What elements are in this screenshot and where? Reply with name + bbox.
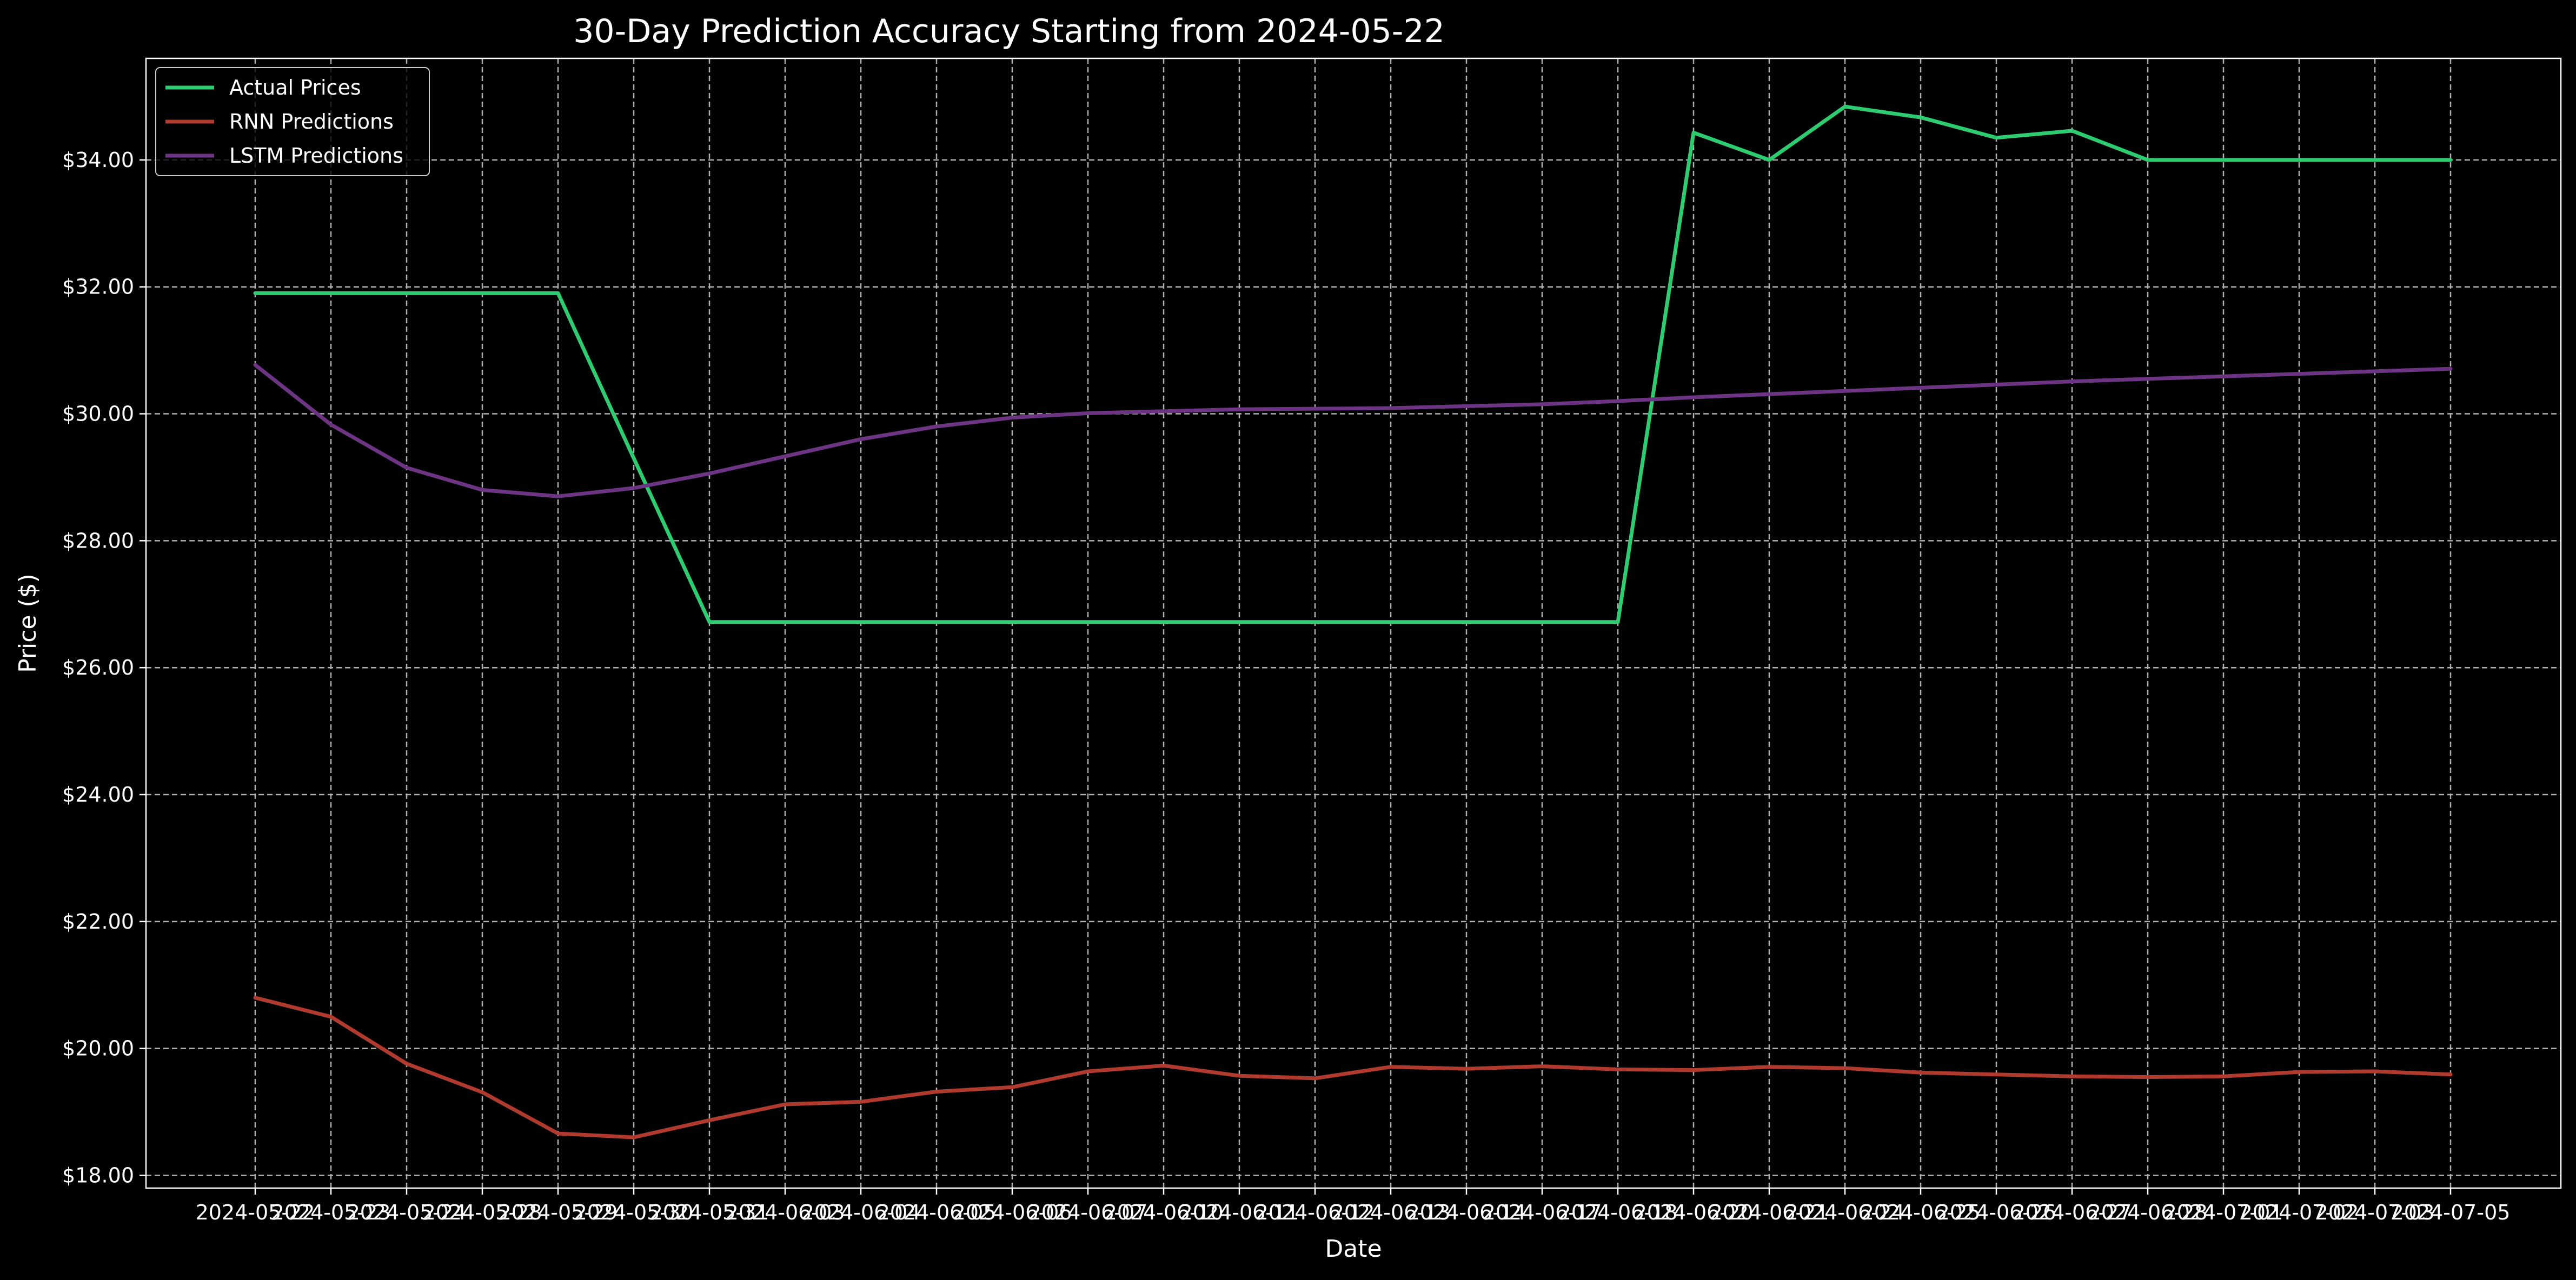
y-tick-label: $34.00 [62, 148, 134, 172]
x-tick-label: 2024-06-13 [1331, 1201, 1451, 1224]
x-tick-label: 2024-06-03 [726, 1201, 845, 1224]
x-tick-label: 2024-07-05 [2391, 1201, 2511, 1224]
x-tick-label: 2024-05-30 [574, 1201, 694, 1224]
y-tick-label: $18.00 [62, 1164, 134, 1188]
x-tick-label: 2024-06-06 [953, 1201, 1072, 1224]
x-tick-label: 2024-06-07 [1028, 1201, 1148, 1224]
actual-prices-line [253, 104, 2453, 624]
x-tick-label: 2024-05-23 [271, 1201, 391, 1224]
x-tick-label: 2024-06-20 [1634, 1201, 1754, 1224]
legend-label-rnn: RNN Predictions [229, 110, 394, 134]
y-tick-label: $28.00 [62, 529, 134, 552]
x-tick-label: 2024-06-27 [2013, 1201, 2132, 1224]
x-tick-label: 2024-06-12 [1256, 1201, 1375, 1224]
y-grid [146, 159, 2561, 1176]
legend: Actual Prices RNN Predictions LSTM Predi… [155, 67, 430, 176]
x-tick-label: 2024-07-02 [2240, 1201, 2359, 1224]
x-tick-label: 2024-07-01 [2164, 1201, 2283, 1224]
x-tick-label: 2024-06-04 [801, 1201, 921, 1224]
legend-label-lstm: LSTM Predictions [229, 144, 403, 168]
x-tick-label: 2024-06-11 [1180, 1201, 1299, 1224]
x-tick-label: 2024-06-18 [1558, 1201, 1678, 1224]
x-tick-label: 2024-06-25 [1861, 1201, 1981, 1224]
x-tick-label: 2024-05-29 [499, 1201, 618, 1224]
x-tick-label: 2024-05-28 [423, 1201, 542, 1224]
series-lines [253, 104, 2453, 1139]
x-tick-label: 2024-05-24 [347, 1201, 467, 1224]
y-tick-label: $26.00 [62, 656, 134, 679]
y-axis-ticks: $18.00 $20.00 $22.00 $24.00 $26.00 $28.00 $30.… [62, 148, 146, 1188]
lstm-predictions-line [253, 363, 2453, 498]
x-tick-label: 2024-06-05 [877, 1201, 997, 1224]
rnn-predictions-line [253, 996, 2453, 1139]
y-tick-label: $20.00 [62, 1037, 134, 1061]
y-tick-label: $22.00 [62, 910, 134, 934]
x-tick-label: 2024-06-28 [2088, 1201, 2208, 1224]
x-tick-label: 2024-06-26 [1937, 1201, 2056, 1224]
y-tick-label: $24.00 [62, 783, 134, 806]
y-tick-label: $32.00 [62, 275, 134, 299]
x-tick-label: 2024-06-10 [1104, 1201, 1224, 1224]
x-tick-label: 2024-05-22 [196, 1201, 315, 1224]
x-tick-label: 2024-06-21 [1710, 1201, 1829, 1224]
x-tick-label: 2024-06-14 [1407, 1201, 1526, 1224]
chart-title: 30-Day Prediction Accuracy Starting from… [573, 12, 1445, 50]
plot-frame [145, 57, 2562, 1189]
y-tick-label: $30.00 [62, 402, 134, 426]
x-tick-label: 2024-06-24 [1785, 1201, 1905, 1224]
x-tick-label: 2024-05-31 [650, 1201, 769, 1224]
x-axis-label: Date [1325, 1235, 1382, 1263]
x-tick-label: 2024-07-03 [2315, 1201, 2435, 1224]
y-axis-label: Price ($) [14, 574, 42, 673]
legend-box [155, 67, 430, 176]
x-axis-ticks: 2024-05-222024-05-232024-05-242024-05-28… [196, 1188, 2511, 1224]
legend-label-actual: Actual Prices [229, 76, 361, 99]
x-tick-label: 2024-06-17 [1483, 1201, 1602, 1224]
